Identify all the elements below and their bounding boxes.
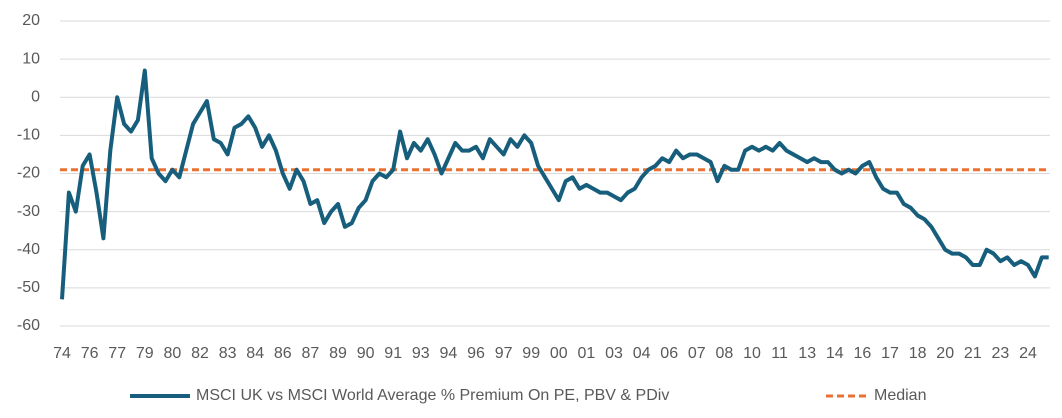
x-tick-label: 16 — [854, 345, 872, 362]
y-tick-label: -50 — [17, 279, 40, 296]
x-tick-label: 77 — [108, 345, 126, 362]
x-tick-label: 99 — [522, 345, 540, 362]
x-tick-label: 17 — [881, 345, 899, 362]
x-tick-label: 14 — [826, 345, 844, 362]
x-tick-label: 94 — [440, 345, 458, 362]
legend-label: MSCI UK vs MSCI World Average % Premium … — [196, 387, 669, 404]
y-tick-label: 10 — [22, 50, 40, 67]
x-tick-label: 97 — [495, 345, 513, 362]
x-tick-label: 93 — [412, 345, 430, 362]
x-tick-label: 90 — [357, 345, 375, 362]
x-tick-label: 06 — [660, 345, 678, 362]
x-tick-label: 00 — [550, 345, 568, 362]
y-tick-label: -30 — [17, 203, 40, 220]
x-tick-label: 18 — [909, 345, 927, 362]
y-tick-label: -10 — [17, 127, 40, 144]
y-tick-label: 0 — [31, 88, 40, 105]
x-tick-label: 07 — [688, 345, 706, 362]
y-tick-label: -20 — [17, 165, 40, 182]
x-tick-label: 74 — [53, 345, 71, 362]
x-tick-label: 84 — [246, 345, 264, 362]
y-tick-label: -40 — [17, 241, 40, 258]
x-tick-label: 23 — [992, 345, 1010, 362]
x-tick-label: 08 — [716, 345, 734, 362]
x-tick-label: 10 — [743, 345, 761, 362]
x-tick-label: 03 — [605, 345, 623, 362]
x-tick-label: 79 — [136, 345, 154, 362]
x-tick-label: 20 — [936, 345, 954, 362]
x-tick-label: 76 — [81, 345, 99, 362]
x-tick-label: 04 — [633, 345, 651, 362]
x-tick-label: 91 — [384, 345, 402, 362]
x-tick-label: 96 — [467, 345, 485, 362]
x-tick-label: 83 — [219, 345, 237, 362]
x-tick-label: 87 — [302, 345, 320, 362]
x-tick-label: 11 — [771, 345, 788, 362]
legend-label: Median — [874, 387, 926, 404]
y-tick-label: 20 — [22, 12, 40, 29]
x-tick-label: 21 — [964, 345, 982, 362]
x-tick-label: 80 — [164, 345, 182, 362]
series-line — [60, 68, 1049, 300]
y-tick-label: -60 — [17, 317, 40, 334]
x-tick-label: 89 — [329, 345, 347, 362]
x-tick-label: 86 — [274, 345, 292, 362]
x-tick-label: 13 — [798, 345, 816, 362]
x-tick-label: 24 — [1019, 345, 1037, 362]
x-tick-label: 82 — [191, 345, 209, 362]
x-tick-label: 01 — [578, 345, 596, 362]
